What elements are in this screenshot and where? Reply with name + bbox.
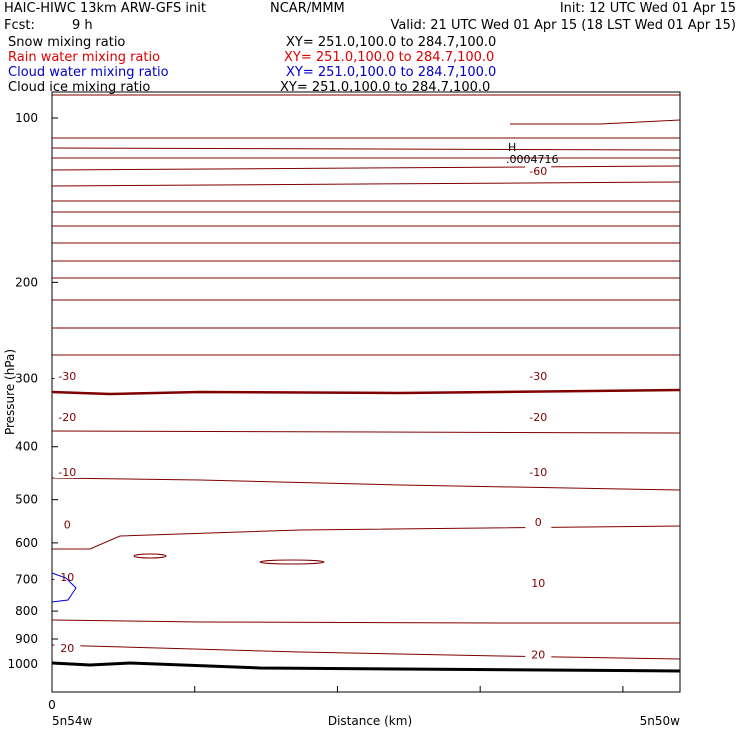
zero-isotherm xyxy=(51,388,681,396)
field-xy-cloud-water: XY= 251.0,100.0 to 284.7,100.0 xyxy=(286,65,497,80)
contour-label-bg xyxy=(54,570,81,584)
contour-label-bg xyxy=(525,465,552,479)
y-tick-label: 500 xyxy=(15,493,38,507)
valid-time: Valid: 21 UTC Wed 01 Apr 15 (18 LST Wed … xyxy=(390,18,736,33)
contour-label: 0 xyxy=(64,518,71,531)
contour-label-bg xyxy=(54,641,81,655)
contour-line xyxy=(52,525,681,550)
contour-label-bg xyxy=(54,410,81,424)
contour-line xyxy=(51,619,680,624)
forecast-label: Fcst: xyxy=(4,18,35,33)
contour-label: 20 xyxy=(60,642,74,655)
contour-label: -30 xyxy=(58,370,76,383)
model-title: HAIC-HIWC 13km ARW-GFS init xyxy=(4,1,206,16)
field-xy-cloud-ice: XY= 251.0,100.0 to 284.7,100.0 xyxy=(280,80,491,95)
field-name-cloud-water: Cloud water mixing ratio xyxy=(8,65,169,80)
contour-label-bg xyxy=(525,575,552,589)
y-tick-label: 1000 xyxy=(7,657,38,671)
forecast-hour: 9 h xyxy=(72,18,93,33)
init-time: Init: 12 UTC Wed 01 Apr 15 xyxy=(559,1,736,16)
field-name-rain: Rain water mixing ratio xyxy=(8,50,161,65)
contour-label: 20 xyxy=(531,648,545,661)
y-tick-label: 200 xyxy=(15,275,38,289)
y-tick-label: 300 xyxy=(15,372,38,386)
contour-label-bg xyxy=(525,410,552,424)
h-marker-value: .0004716 xyxy=(506,153,559,166)
contour-label-bg xyxy=(54,369,81,383)
contour-label: -60 xyxy=(529,165,547,178)
contour-labels: -60 -30 -30 -20 -20 -10 -10 0 0 10 10 20 20 xyxy=(54,163,552,661)
x-tick-zero: 0 xyxy=(48,698,56,712)
field-xy-snow: XY= 251.0,100.0 to 284.7,100.0 xyxy=(286,35,497,50)
x-axis-label: Distance (km) xyxy=(328,714,412,728)
contour-line xyxy=(51,147,681,151)
contour-label: 0 xyxy=(535,516,542,529)
contour-label-bg xyxy=(525,647,552,661)
y-tick-label: 700 xyxy=(15,572,38,586)
contour-line xyxy=(51,477,681,491)
contour-label: -10 xyxy=(58,466,76,479)
field-xy-rain: XY= 251.0,100.0 to 284.7,100.0 xyxy=(284,50,495,65)
y-tick-label: 800 xyxy=(15,604,38,618)
contour-label: -20 xyxy=(58,411,76,424)
x-left-label: 5n54w xyxy=(52,714,93,728)
contour-line xyxy=(510,119,681,125)
organization: NCAR/MMM xyxy=(270,1,345,16)
field-name-cloud-ice: Cloud ice mixing ratio xyxy=(8,80,151,95)
temperature-contours xyxy=(51,94,681,673)
contour-label-bg xyxy=(525,515,552,529)
h-marker: H xyxy=(508,141,516,154)
field-name-snow: Snow mixing ratio xyxy=(8,35,126,50)
contour-label-bg xyxy=(54,517,81,531)
contour-line xyxy=(51,181,681,187)
contour-label: -20 xyxy=(529,411,547,424)
contour-label: -10 xyxy=(529,466,547,479)
y-tick-label: 400 xyxy=(15,440,38,454)
y-tick-label: 100 xyxy=(15,111,38,125)
small-closed-contour xyxy=(259,559,325,565)
small-closed-contour xyxy=(133,553,167,559)
contour-label: 10 xyxy=(531,577,545,590)
contour-line xyxy=(51,430,681,434)
contour-label-bg xyxy=(525,163,552,177)
y-tick-label: 900 xyxy=(15,632,38,646)
contour-line xyxy=(51,644,681,660)
contour-label: -30 xyxy=(529,370,547,383)
contour-label-bg xyxy=(525,369,552,383)
cloud-water-contour xyxy=(51,572,77,603)
y-tick-label: 600 xyxy=(15,536,38,550)
x-right-label: 5n50w xyxy=(640,714,681,728)
contour-label-bg xyxy=(54,465,81,479)
contour-label: 10 xyxy=(60,571,74,584)
terrain-line xyxy=(51,661,681,673)
contour-line xyxy=(51,165,681,171)
y-axis-label: Pressure (hPa) xyxy=(3,349,17,435)
